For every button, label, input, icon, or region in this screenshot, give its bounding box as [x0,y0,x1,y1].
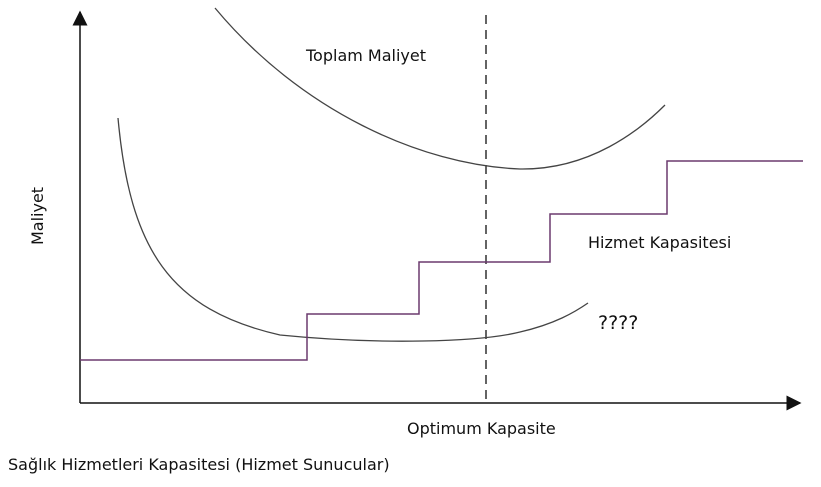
y-axis-label: Maliyet [28,186,47,245]
service-capacity-label: Hizmet Kapasitesi [588,233,732,252]
unknown-curve-label: ???? [598,312,639,334]
optimum-label: Optimum Kapasite [407,419,556,438]
x-axis-label: Sağlık Hizmetleri Kapasitesi (Hizmet Sun… [8,455,390,474]
unknown-cost-curve [117,117,589,342]
total-cost-curve [214,7,666,170]
total-cost-label: Toplam Maliyet [306,46,427,65]
service-capacity-step-line [80,160,803,361]
